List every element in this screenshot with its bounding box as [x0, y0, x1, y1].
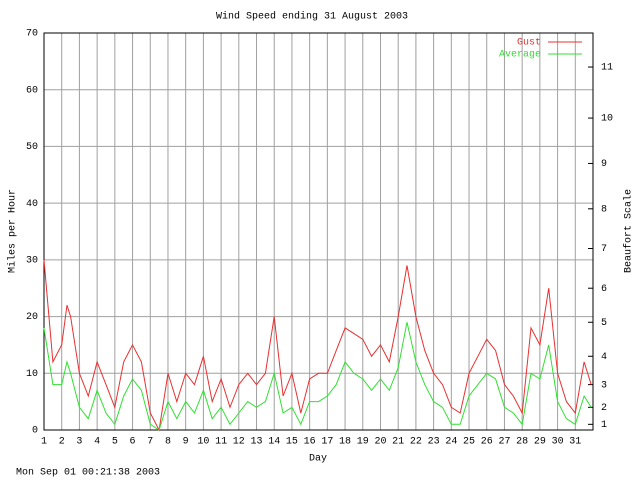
- x-axis-label: Day: [309, 454, 327, 465]
- y-tick-label: 40: [26, 199, 38, 210]
- x-tick-label: 2: [59, 437, 65, 448]
- y2-axis-label: Beaufort Scale: [623, 189, 635, 273]
- y-axis-label: Miles per Hour: [7, 189, 19, 273]
- x-tick-label: 25: [463, 437, 475, 448]
- x-tick-label: 21: [392, 437, 404, 448]
- x-tick-label: 1: [41, 437, 47, 448]
- y-tick-label: 20: [26, 312, 38, 323]
- y2-tick-label: 8: [601, 204, 607, 215]
- y2-tick-label: 11: [601, 63, 613, 74]
- y2-tick-label: 9: [601, 159, 607, 170]
- x-tick-label: 5: [112, 437, 118, 448]
- x-tick-label: 9: [183, 437, 189, 448]
- x-tick-label: 22: [410, 437, 422, 448]
- y2-tick-label: 6: [601, 284, 607, 295]
- y2-tick-label: 1: [601, 420, 607, 431]
- x-tick-label: 31: [569, 437, 581, 448]
- x-tick-label: 6: [130, 437, 136, 448]
- x-tick-label: 3: [76, 437, 82, 448]
- x-tick-label: 11: [215, 437, 227, 448]
- x-tick-label: 26: [481, 437, 493, 448]
- y-tick-label: 10: [26, 369, 38, 380]
- y2-tick-label: 3: [601, 380, 607, 391]
- y2-tick-label: 7: [601, 244, 607, 255]
- x-tick-label: 19: [357, 437, 369, 448]
- series-line: [43, 259, 592, 432]
- legend-label: Average: [499, 50, 541, 61]
- x-tick-label: 13: [251, 437, 263, 448]
- series-line: [43, 322, 592, 431]
- x-tick-label: 30: [552, 437, 564, 448]
- x-tick-label: 10: [197, 437, 209, 448]
- x-tick-label: 14: [268, 437, 280, 448]
- x-tick-label: 4: [94, 437, 100, 448]
- x-tick-label: 12: [233, 437, 245, 448]
- y-tick-label: 70: [26, 29, 38, 40]
- footer-timestamp: Mon Sep 01 00:21:38 2003: [16, 468, 160, 479]
- x-tick-label: 15: [286, 437, 298, 448]
- x-tick-label: 23: [428, 437, 440, 448]
- chart-title: Wind Speed ending 31 August 2003: [216, 11, 408, 23]
- x-tick-label: 24: [445, 437, 457, 448]
- x-tick-label: 27: [498, 437, 510, 448]
- y-tick-label: 60: [26, 85, 38, 96]
- x-tick-label: 20: [374, 437, 386, 448]
- y-tick-label: 30: [26, 255, 38, 266]
- x-tick-label: 8: [165, 437, 171, 448]
- y2-tick-label: 2: [601, 403, 607, 414]
- x-tick-label: 16: [304, 437, 316, 448]
- plot-frame: [43, 32, 594, 431]
- y-tick-label: 0: [32, 426, 38, 437]
- legend-label: Gust: [517, 38, 541, 49]
- y-tick-label: 50: [26, 142, 38, 153]
- y2-tick-label: 5: [601, 318, 607, 329]
- y2-tick-label: 4: [601, 352, 607, 363]
- x-tick-label: 18: [339, 437, 351, 448]
- y2-tick-label: 10: [601, 114, 613, 125]
- x-tick-label: 7: [147, 437, 153, 448]
- x-tick-label: 28: [516, 437, 528, 448]
- x-tick-label: 29: [534, 437, 546, 448]
- x-tick-label: 17: [321, 437, 333, 448]
